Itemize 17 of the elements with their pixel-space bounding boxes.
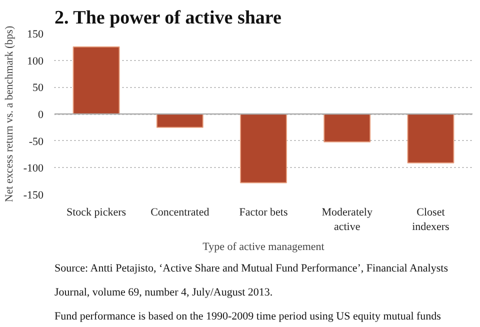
- x-axis-title: Type of active management: [202, 240, 324, 253]
- source-note: Source: Antti Petajisto, ‘Active Share and Mutual Fund Performance’, Financial Analysts Journal, volume 69, number 4, July/August 2013.: [54, 262, 448, 298]
- text: Fund performance is based on the 1990-2009 time period using US equity mutual funds: [54, 310, 441, 322]
- x-tick-label: Moderately active: [322, 206, 373, 233]
- y-tick-label: -100: [23, 162, 44, 175]
- x-tick-label: Stock pickers: [66, 206, 126, 218]
- y-tick-label: 0: [38, 109, 44, 121]
- y-tick-label: 150: [27, 28, 44, 40]
- y-tick-label: -150: [23, 190, 44, 202]
- y-tick-label: -50: [28, 136, 44, 148]
- y-tick-label: 100: [27, 55, 44, 68]
- y-axis-title: Net excess return vs. a benchmark (bps): [3, 26, 16, 202]
- chart-title: 2. The power of active share: [54, 8, 282, 28]
- x-tick-label: Concentrated: [150, 206, 210, 218]
- x-tick-label: Factor bets: [239, 206, 288, 218]
- y-tick-label: 50: [32, 82, 44, 94]
- x-tick-label: Closet indexers: [412, 206, 450, 233]
